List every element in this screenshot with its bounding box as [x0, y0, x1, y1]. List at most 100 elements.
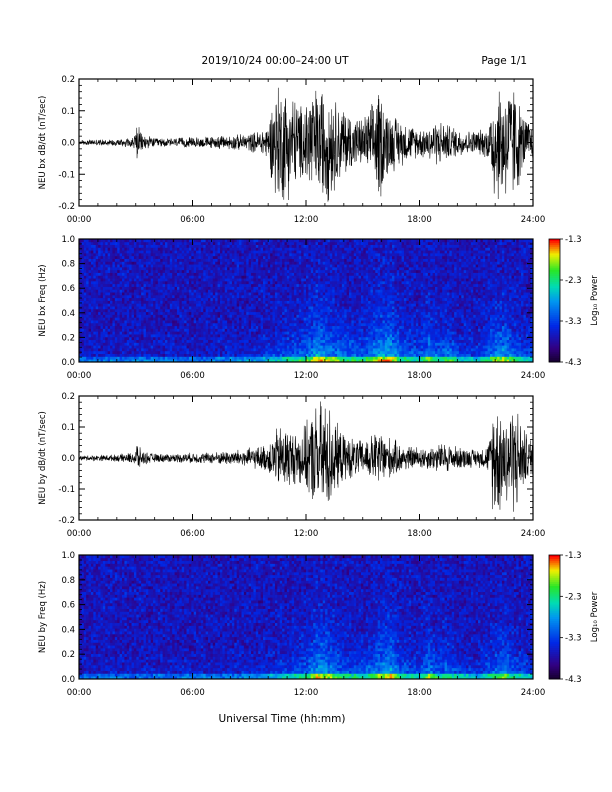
spectrogram-cell [153, 336, 156, 341]
spectrogram-cell [167, 264, 171, 268]
y-tick-label: 0.1 [61, 107, 75, 117]
spectrogram-cell [277, 314, 281, 318]
spectrogram-cell [196, 339, 199, 343]
spectrogram-cell [105, 342, 109, 346]
spectrogram-cell [129, 255, 132, 259]
spectrogram-cell [262, 356, 266, 360]
spectrogram-cell [100, 303, 104, 307]
spectrogram-cell [205, 286, 209, 290]
spectrogram-cell [272, 269, 276, 273]
spectrogram-cell [315, 325, 319, 329]
spectrogram-cell [153, 325, 156, 329]
spectrogram-cell [337, 350, 340, 355]
spectrogram-cell [205, 289, 209, 293]
spectrogram-cell [317, 331, 321, 335]
spectrogram-cell [119, 264, 123, 268]
spectrogram-cell [112, 356, 116, 360]
spectrogram-cell [267, 239, 271, 243]
spectrogram-cell [176, 348, 180, 352]
spectrogram-cell [296, 317, 300, 321]
spectrogram-cell [136, 294, 140, 299]
spectrogram-cell [205, 306, 209, 310]
spectrogram-cell [98, 308, 101, 313]
spectrogram-cell [172, 247, 175, 251]
spectrogram-cell [219, 275, 223, 279]
spectrogram-cell [138, 325, 142, 329]
spectrogram-cell [172, 258, 175, 262]
spectrogram-cell [248, 292, 252, 296]
spectrogram-cell [148, 317, 152, 321]
spectrogram-cell [310, 292, 314, 296]
spectrogram-cell [100, 317, 104, 321]
spectrogram-cell [329, 294, 333, 299]
spectrogram-cell [148, 292, 152, 296]
spectrogram-cell [86, 280, 89, 285]
spectrogram-cell [153, 292, 156, 296]
spectrogram-cell [274, 356, 278, 360]
spectrogram-cell [102, 297, 106, 301]
spectrogram-cell [251, 359, 254, 363]
spectrogram-cell [193, 292, 197, 296]
spectrogram-cell [313, 280, 316, 285]
spectrogram-cell [160, 239, 164, 243]
spectrogram-cell [255, 339, 259, 343]
spectrogram-cell [200, 359, 204, 363]
spectrogram-cell [117, 258, 121, 262]
spectrogram-cell [200, 239, 204, 243]
spectrogram-cell [217, 283, 221, 287]
spectrogram-cell [79, 303, 82, 307]
spectrogram-cell [286, 328, 290, 332]
spectrogram-cell [90, 269, 94, 273]
spectrogram-cell [308, 250, 312, 254]
spectrogram-cell [339, 300, 343, 304]
spectrogram-cell [222, 308, 226, 313]
spectrogram-cell [143, 303, 147, 307]
spectrogram-cell [315, 250, 319, 254]
spectrogram-cell [229, 289, 233, 293]
spectrogram-cell [107, 306, 111, 310]
spectrogram-cell [179, 269, 183, 273]
spectrogram-cell [124, 331, 128, 335]
spectrogram-cell [95, 306, 99, 310]
spectrogram-cell [193, 283, 197, 287]
spectrogram-cell [224, 258, 228, 262]
spectrogram-cell [306, 308, 309, 313]
spectrogram-cell [79, 244, 82, 248]
spectrogram-cell [181, 286, 185, 290]
spectrogram-cell [291, 320, 295, 324]
spectrogram-cell [117, 336, 121, 341]
spectrogram-cell [332, 303, 336, 307]
spectrogram-cell [301, 334, 305, 338]
spectrogram-cell [100, 252, 104, 257]
spectrogram-cell [126, 306, 130, 310]
spectrogram-cell [301, 269, 305, 273]
spectrogram-cell [260, 314, 264, 318]
spectrogram-cell [203, 272, 207, 276]
spectrogram-cell [196, 292, 199, 296]
spectrogram-cell [95, 320, 99, 324]
spectrogram-cell [239, 250, 242, 254]
spectrogram-cell [284, 241, 288, 245]
spectrogram-cell [174, 258, 178, 262]
spectrogram-cell [301, 306, 305, 310]
spectrogram-cell [136, 266, 140, 271]
spectrogram-cell [284, 278, 288, 282]
spectrogram-cell [224, 300, 228, 304]
spectrogram-cell [215, 261, 218, 265]
spectrogram-cell [315, 283, 319, 287]
spectrogram-cell [176, 336, 180, 341]
spectrogram-cell [83, 297, 87, 301]
spectrogram-cell [126, 252, 130, 257]
spectrogram-cell [301, 252, 305, 257]
spectrogram-cell [284, 292, 288, 296]
spectrogram-cell [117, 289, 121, 293]
spectrogram-cell [167, 261, 171, 265]
spectrogram-cell [129, 286, 132, 290]
spectrogram-cell [329, 278, 333, 282]
spectrogram-cell [133, 314, 137, 318]
spectrogram-cell [124, 278, 128, 282]
spectrogram-cell [332, 280, 336, 285]
spectrogram-cell [98, 314, 101, 318]
spectrogram-cell [289, 275, 293, 279]
spectrogram-cell [169, 283, 173, 287]
